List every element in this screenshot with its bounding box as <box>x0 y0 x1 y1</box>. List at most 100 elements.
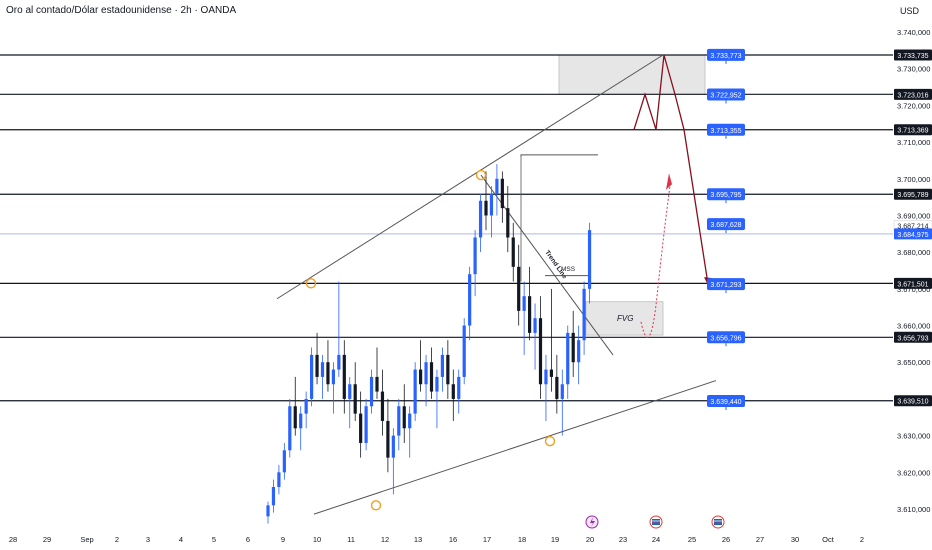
candle-body <box>288 406 292 451</box>
y-tick-label: 3.740,000 <box>897 28 930 37</box>
projection-label-text: 3.687,628 <box>710 222 741 229</box>
candle-body <box>468 274 472 326</box>
candle-body <box>582 288 586 341</box>
candle-body <box>419 369 423 385</box>
x-tick-label: 19 <box>551 535 559 544</box>
candle-body <box>517 266 521 311</box>
candle-body <box>342 354 346 399</box>
candle-body <box>587 230 592 289</box>
candle-body <box>489 193 494 216</box>
fvg-label: FVG <box>617 314 633 323</box>
x-tick-label: Sep <box>80 535 93 544</box>
candle-body <box>375 376 379 392</box>
projection-label-box <box>707 278 745 291</box>
candle-body <box>544 369 548 385</box>
candle-body <box>446 354 450 385</box>
projection-label-box <box>707 218 745 231</box>
candle-body <box>457 376 461 399</box>
x-tick-label: 25 <box>688 535 696 544</box>
price-level-box <box>894 331 932 343</box>
pivot-circle <box>370 500 382 511</box>
projection-label-text: 3.656,796 <box>710 335 741 342</box>
x-tick-label: 2 <box>115 535 119 544</box>
candle-body <box>500 178 504 209</box>
candle-body <box>282 450 286 473</box>
candle-body <box>555 376 559 399</box>
candle-body <box>386 420 390 458</box>
candle-body <box>348 384 352 399</box>
x-tick-label: 29 <box>43 535 51 544</box>
x-tick-label: 4 <box>179 535 183 544</box>
candle-body <box>440 354 444 377</box>
candle-body <box>397 406 401 436</box>
candle-body <box>511 237 515 267</box>
projection-label-text: 3.639,440 <box>710 399 741 406</box>
candle-body <box>353 384 357 414</box>
candle-body <box>577 340 581 363</box>
projection-label-box <box>707 188 745 201</box>
lightning-glyph <box>590 517 595 527</box>
x-tick-label: 27 <box>756 535 764 544</box>
pivot-circle <box>475 169 487 181</box>
candle-body <box>413 369 417 414</box>
candle-body <box>424 362 428 385</box>
candle-body <box>266 505 270 517</box>
projection-label-box <box>707 331 745 344</box>
price-level-box <box>894 124 932 136</box>
projection-label-box <box>707 48 745 61</box>
x-tick-label: 24 <box>652 535 660 544</box>
candle-body <box>293 406 297 429</box>
x-tick-label: 23 <box>619 535 627 544</box>
candle-body <box>402 406 406 429</box>
candle-body <box>451 384 455 399</box>
price-level-label: 3.733,735 <box>897 53 928 60</box>
candle-body <box>506 208 510 238</box>
projection-label-text: 3.733,773 <box>710 53 741 60</box>
projection-label-text: 3.722,952 <box>710 93 741 100</box>
price-level-label: 3.723,016 <box>897 92 928 99</box>
x-tick-label: 18 <box>518 535 526 544</box>
price-level-box <box>894 277 932 289</box>
candle-body <box>331 369 335 385</box>
candle-body <box>549 369 553 377</box>
y-tick-label: 3.620,000 <box>897 468 930 477</box>
candle-body <box>538 318 543 385</box>
candle-body <box>484 200 488 216</box>
x-tick-label: 9 <box>281 535 285 544</box>
candle-body <box>528 296 532 333</box>
price-level-box <box>894 88 932 100</box>
x-tick-label: 13 <box>414 535 422 544</box>
y-tick-label: 3.670,000 <box>897 285 930 294</box>
candle-body <box>364 406 368 443</box>
flag-glyph <box>714 519 722 525</box>
candle-body <box>299 413 303 429</box>
x-tick-label: 28 <box>9 535 17 544</box>
y-tick-label: 3.660,000 <box>897 322 930 331</box>
x-tick-label: 20 <box>586 535 594 544</box>
projection-path <box>633 54 709 285</box>
candle-body <box>315 354 319 377</box>
fvg-zone <box>585 301 664 336</box>
x-tick-label: 6 <box>246 535 250 544</box>
dotted-arrowhead <box>666 173 672 190</box>
candle-body <box>462 325 466 377</box>
projection-label-box <box>707 123 745 136</box>
candle-body <box>522 296 526 311</box>
price-level-label: 3.656,793 <box>897 335 928 342</box>
y-tick-label: 3.720,000 <box>897 101 930 110</box>
candle-body <box>304 398 308 414</box>
candle-body <box>408 413 412 429</box>
candle-body <box>337 354 341 370</box>
candle-body <box>473 237 477 275</box>
x-tick-label: 11 <box>347 535 355 544</box>
candle-body <box>320 362 325 377</box>
mss-label: MSS <box>561 266 576 273</box>
currency-label: USD <box>900 6 920 16</box>
y-tick-label: 3.710,000 <box>897 138 930 147</box>
pivot-circle <box>544 435 556 447</box>
candle-body <box>571 332 575 363</box>
x-tick-label: Oct <box>822 535 835 544</box>
y-tick-label: 3.700,000 <box>897 175 930 184</box>
chart-title: Oro al contado/Dólar estadounidense · 2h… <box>6 5 237 16</box>
